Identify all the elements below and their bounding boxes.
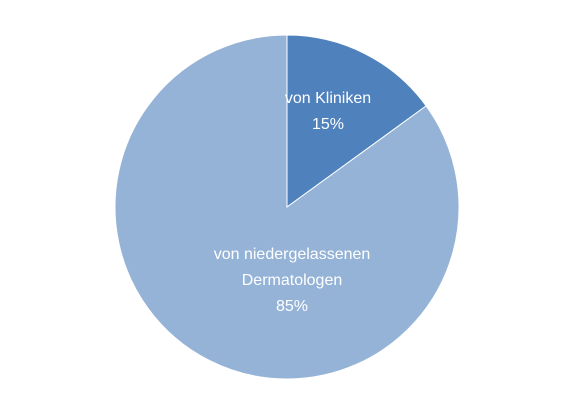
slice-label: von Kliniken 15% bbox=[223, 86, 433, 138]
slice-label: von niedergelassenen Dermatologen 85% bbox=[187, 242, 397, 320]
value-label: 85% bbox=[275, 298, 309, 315]
pie-slice bbox=[286, 34, 427, 208]
value-label: 15% bbox=[311, 116, 345, 133]
category-label: von niedergelassenen Dermatologen bbox=[213, 246, 371, 289]
category-label: von Kliniken bbox=[284, 90, 372, 107]
pie-slice bbox=[114, 34, 460, 380]
